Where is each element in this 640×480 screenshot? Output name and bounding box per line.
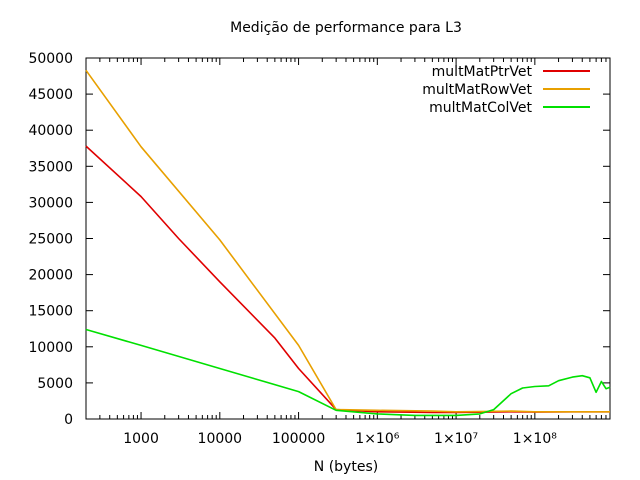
chart-title: Medição de performance para L3 bbox=[230, 20, 462, 36]
legend-label: multMatRowVet bbox=[422, 82, 532, 98]
y-tick-label: 0 bbox=[64, 412, 73, 428]
y-tick-label: 15000 bbox=[28, 304, 73, 320]
x-tick-label: 10000 bbox=[198, 431, 243, 447]
x-axis: 1000 10000 100000 1×10⁶ 1×10⁷ 1×10⁸ bbox=[99, 58, 607, 447]
x-tick-label: 1×10⁷ bbox=[434, 431, 478, 447]
legend: multMatPtrVet multMatRowVet multMatColVet bbox=[422, 64, 590, 116]
series-line-multMatPtrVet bbox=[85, 145, 610, 414]
series-line-multMatColVet bbox=[85, 328, 611, 417]
x-tick-label: 100000 bbox=[272, 431, 325, 447]
y-tick-label: 10000 bbox=[28, 340, 73, 356]
x-tick-label: 1×10⁸ bbox=[513, 431, 557, 447]
y-tick-label: 50000 bbox=[28, 51, 73, 67]
y-axis: 0 5000 10000 15000 20000 25000 30000 35000 40000… bbox=[28, 51, 610, 428]
y-tick-label: 35000 bbox=[28, 159, 73, 175]
y-tick-label: 25000 bbox=[28, 232, 73, 248]
y-tick-label: 40000 bbox=[28, 123, 73, 139]
series-group bbox=[85, 69, 611, 417]
series-line-multMatRowVet bbox=[85, 69, 610, 413]
y-tick-label: 30000 bbox=[28, 195, 73, 211]
x-tick-label: 1000 bbox=[123, 431, 159, 447]
y-tick-label: 45000 bbox=[28, 87, 73, 103]
x-tick-label: 1×10⁶ bbox=[355, 431, 399, 447]
legend-label: multMatColVet bbox=[429, 100, 532, 116]
x-axis-label: N (bytes) bbox=[314, 459, 378, 475]
y-tick-label: 5000 bbox=[37, 376, 73, 392]
legend-label: multMatPtrVet bbox=[432, 64, 533, 80]
y-tick-label: 20000 bbox=[28, 268, 73, 284]
